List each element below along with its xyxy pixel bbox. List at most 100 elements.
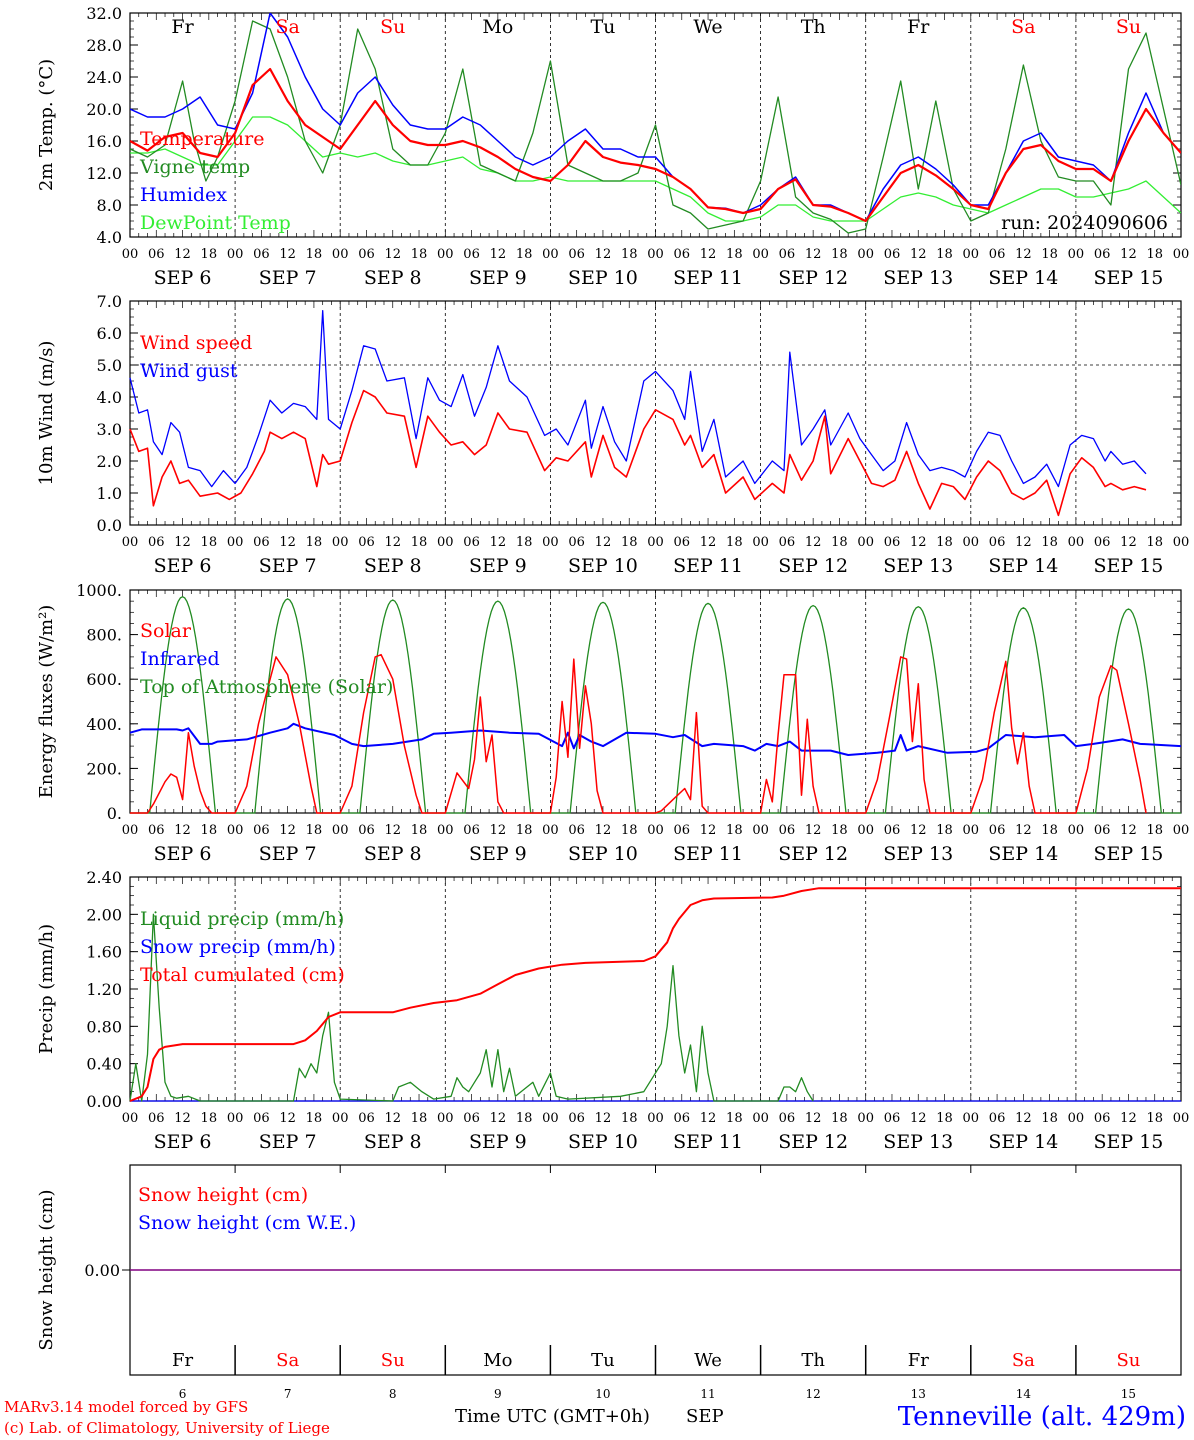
hour-tick-label: 00	[752, 823, 769, 838]
date-tick-label: SEP 10	[568, 267, 638, 289]
day-of-week-label: Fr	[908, 1350, 929, 1371]
toa-solar-line	[130, 595, 1181, 814]
hour-tick-label: 00	[227, 1111, 244, 1126]
day-of-week-label: We	[693, 16, 722, 38]
date-tick-label: SEP 14	[988, 1131, 1058, 1153]
hour-tick-label: 00	[437, 823, 454, 838]
hour-tick-label: 06	[253, 535, 270, 550]
date-tick-label: SEP 14	[988, 267, 1058, 289]
hour-tick-label: 06	[674, 1111, 691, 1126]
hour-tick-label: 00	[647, 1111, 664, 1126]
hour-tick-label: 12	[910, 1111, 927, 1126]
y-tick-label: 4.0	[97, 388, 122, 407]
hour-tick-label: 18	[201, 1111, 218, 1126]
date-tick-label: SEP 12	[778, 267, 848, 289]
date-tick-label: SEP 14	[988, 555, 1058, 577]
y-tick-label: 1.20	[86, 980, 122, 999]
hour-tick-label: 00	[122, 823, 139, 838]
y-axis-label: Precip (mm/h)	[36, 924, 57, 1054]
legend-entry: Total cumulated (cm)	[140, 964, 345, 986]
hour-tick-label: 06	[1094, 247, 1111, 262]
y-axis-label: 10m Wind (m/s)	[36, 341, 57, 486]
legend-entry: Infrared	[140, 648, 220, 670]
day-of-week-label: Sa	[1011, 16, 1035, 38]
hour-tick-label: 12	[279, 535, 296, 550]
day-of-week-label: Su	[381, 1350, 405, 1371]
hour-tick-label: 18	[411, 823, 428, 838]
hour-tick-label: 18	[306, 535, 323, 550]
hour-tick-label: 12	[490, 247, 507, 262]
y-tick-label: 2.00	[86, 905, 122, 924]
y-tick-label: 4.0	[97, 228, 122, 247]
station-name: Tenneville (alt. 429m)	[897, 1402, 1186, 1432]
x-axis-label: Time UTC (GMT+0h)	[455, 1406, 650, 1427]
date-tick-label: SEP 10	[568, 1131, 638, 1153]
date-tick-label: SEP 11	[673, 555, 743, 577]
date-tick-label: SEP 11	[673, 267, 743, 289]
run-label: run: 2024090606	[1001, 212, 1168, 234]
hour-tick-label: 12	[595, 535, 612, 550]
hour-tick-label: 18	[936, 823, 953, 838]
hour-tick-label: 18	[621, 1111, 638, 1126]
day-of-week-label: Mo	[482, 16, 513, 38]
hour-tick-label: 18	[1146, 535, 1163, 550]
hour-tick-label: 12	[805, 823, 822, 838]
hour-tick-label: 06	[148, 535, 165, 550]
hour-tick-label: 06	[253, 1111, 270, 1126]
hour-tick-label: 06	[568, 535, 585, 550]
date-tick-label: SEP 7	[259, 555, 317, 577]
day-of-week-label: Sa	[275, 16, 299, 38]
y-tick-label: 24.0	[86, 68, 122, 87]
legend-entry: Temperature	[140, 128, 264, 150]
hour-tick-label: 18	[726, 823, 743, 838]
hour-tick-label: 06	[148, 247, 165, 262]
hour-tick-label: 12	[174, 247, 191, 262]
y-tick-label: 8.0	[97, 196, 122, 215]
date-tick-label: SEP 8	[364, 1131, 422, 1153]
y-tick-label: 0.00	[84, 1261, 120, 1280]
day-number-label: 7	[284, 1387, 292, 1401]
hour-tick-label: 12	[700, 247, 717, 262]
day-number-label: 13	[911, 1387, 926, 1401]
hour-tick-label: 00	[963, 247, 980, 262]
date-tick-label: SEP 9	[469, 555, 527, 577]
hour-tick-label: 12	[174, 1111, 191, 1126]
hour-tick-label: 06	[253, 247, 270, 262]
y-tick-label: 600.	[86, 670, 122, 689]
hour-tick-label: 18	[201, 535, 218, 550]
hour-tick-label: 00	[752, 247, 769, 262]
hour-tick-label: 18	[306, 247, 323, 262]
date-tick-label: SEP 15	[1094, 1131, 1164, 1153]
hour-tick-label: 12	[384, 1111, 401, 1126]
hour-tick-label: 18	[411, 535, 428, 550]
y-tick-label: 400.	[86, 715, 122, 734]
hour-tick-label: 12	[595, 823, 612, 838]
hour-tick-label: 06	[674, 247, 691, 262]
hour-tick-label: 12	[1120, 247, 1137, 262]
hour-tick-label: 06	[148, 1111, 165, 1126]
hour-tick-label: 00	[332, 1111, 349, 1126]
hour-tick-label: 12	[384, 535, 401, 550]
hour-tick-label: 00	[1068, 823, 1085, 838]
legend-entry: Solar	[140, 620, 192, 642]
hour-tick-label: 00	[227, 823, 244, 838]
hour-tick-label: 18	[516, 823, 533, 838]
hour-tick-label: 06	[463, 1111, 480, 1126]
legend-entry: DewPoint Temp	[140, 212, 291, 234]
wind-panel: 0.0 1.0 2.0 3.0 4.0 5.0 6.0 7.0 10m Wind (m/s) Wi…	[36, 292, 1189, 577]
hour-tick-label: 00	[437, 1111, 454, 1126]
hour-tick-label: 12	[700, 535, 717, 550]
hour-tick-label: 06	[674, 823, 691, 838]
day-of-week-label: Su	[380, 16, 405, 38]
temperature-line	[130, 67, 1181, 223]
hour-tick-label: 06	[358, 1111, 375, 1126]
y-tick-label: 5.0	[97, 356, 122, 375]
hour-tick-label: 00	[122, 247, 139, 262]
energy-panel: 0. 200. 400. 600. 800. 1000. Energy fluxes (W/…	[36, 581, 1189, 865]
vigne-temp-line	[130, 20, 1181, 234]
hour-tick-label: 12	[490, 823, 507, 838]
hour-tick-label: 18	[831, 823, 848, 838]
hour-tick-label: 00	[752, 535, 769, 550]
hour-tick-label: 00	[1173, 1111, 1190, 1126]
